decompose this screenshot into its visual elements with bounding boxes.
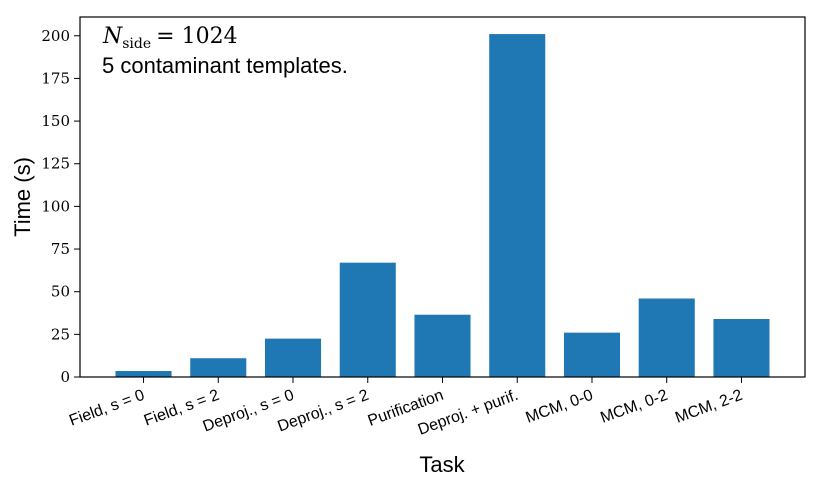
bar: [713, 318, 770, 377]
annotation-n-subscript: side: [122, 36, 151, 52]
y-tick-label: 25: [51, 325, 70, 343]
y-axis-ticks: 0 25 50 75 100 125 150 175 200: [41, 27, 80, 386]
x-tick-label: MCM, 0-0: [524, 387, 596, 427]
annotation-n-symbol: N: [102, 24, 123, 49]
bar: [414, 314, 471, 377]
annotation-templates: 5 contaminant templates.: [102, 53, 348, 78]
y-tick-label: 0: [60, 368, 70, 386]
x-tick-label: MCM, 2-2: [673, 387, 745, 427]
bars-group: [115, 34, 770, 377]
y-tick-label: 75: [51, 240, 70, 258]
y-tick-label: 50: [51, 283, 70, 301]
x-tick-label: Field, s = 0: [67, 387, 147, 430]
y-axis-label: Time (s): [10, 157, 35, 237]
annotation-nside: Nside = 1024: [102, 24, 238, 52]
y-tick-label: 150: [41, 112, 70, 130]
bar: [264, 338, 322, 377]
y-tick-label: 125: [41, 155, 70, 173]
y-tick-label: 175: [41, 69, 70, 87]
bar: [339, 262, 396, 377]
x-tick-label: MCM, 0-2: [598, 387, 670, 427]
y-tick-label: 200: [41, 27, 70, 45]
bar: [115, 371, 172, 377]
bar: [563, 332, 621, 377]
bar: [638, 298, 695, 377]
annotation-n-value: = 1024: [156, 24, 237, 49]
x-axis-label: Task: [419, 452, 465, 477]
plot-frame: [79, 16, 806, 378]
bar: [190, 358, 247, 377]
y-tick-label: 100: [41, 197, 70, 215]
bar: [489, 34, 546, 377]
